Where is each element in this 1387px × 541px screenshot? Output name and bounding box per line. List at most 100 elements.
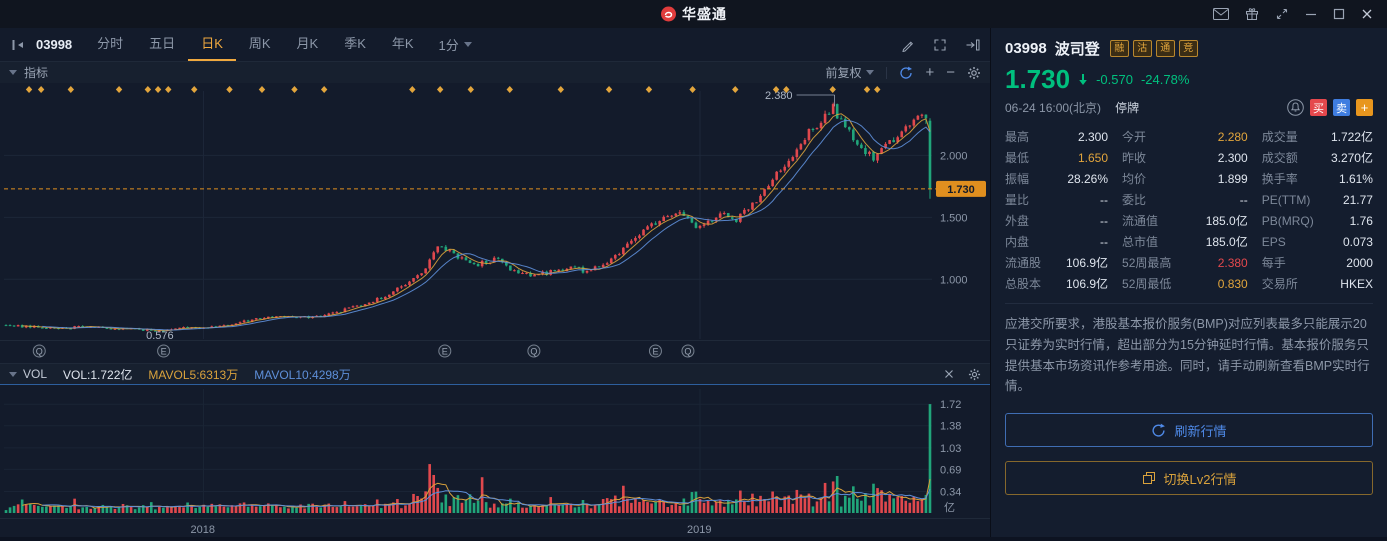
candlestick-chart[interactable]: 2.000 1.500 1.000 1.730 2.380 0.576 Q E E Q E Q — [0, 83, 990, 363]
minimize-icon[interactable] — [1305, 8, 1317, 20]
toolbar-right-icons — [901, 38, 980, 52]
svg-text:1.500: 1.500 — [940, 212, 968, 224]
main-area: 03998 分时 五日 日K 周K 月K 季K 年K 1分 — [0, 28, 1387, 537]
collapse-caret-icon[interactable] — [9, 70, 17, 75]
stat-cell-7: 振幅 28.26% — [1005, 171, 1109, 187]
stat-cell-12: PE(TTM) 21.77 — [1261, 192, 1373, 207]
draw-tool-pencil-icon[interactable] — [901, 38, 915, 52]
indicator-bar-right: 前复权 + − — [825, 64, 981, 81]
minute-period-dropdown[interactable]: 1分 — [439, 35, 472, 54]
stock-flag-badge-2: 沽 — [1132, 40, 1152, 57]
divider — [1005, 303, 1373, 304]
close-icon[interactable] — [1361, 8, 1373, 20]
svg-text:1.03: 1.03 — [940, 443, 961, 455]
time-axis-label-2019: 2019 — [687, 524, 712, 536]
sell-button[interactable]: 卖 — [1333, 99, 1350, 116]
stock-name: 波司登 — [1054, 41, 1100, 58]
zoom-out-icon[interactable]: − — [946, 63, 955, 81]
collapse-right-panel-icon[interactable] — [965, 38, 980, 52]
svg-text:2.380: 2.380 — [765, 90, 793, 102]
chevron-down-icon — [463, 42, 472, 47]
minute-period-label: 1分 — [438, 38, 459, 53]
svg-text:0.576: 0.576 — [146, 330, 174, 342]
time-axis: 2018 2019 — [0, 518, 990, 541]
volume-value: VOL:1.722亿 — [63, 367, 133, 382]
volume-pane-icons — [944, 368, 981, 381]
trade-buttons: 买卖 + — [1287, 99, 1373, 116]
promotions-gift-icon[interactable] — [1245, 7, 1259, 21]
period-tab-6[interactable]: 季K — [344, 36, 366, 51]
bmp-notice-text: 应港交所要求，港股基本报价服务(BMP)对应列表最多只能展示20只证券为实时行情… — [1005, 317, 1370, 394]
svg-text:亿: 亿 — [944, 501, 955, 514]
app-brand: 华盛通 — [660, 4, 727, 24]
svg-text:E: E — [442, 347, 448, 357]
window-controls — [1213, 7, 1387, 21]
app-logo-icon — [660, 6, 676, 22]
buy-button[interactable]: 买 — [1310, 99, 1327, 116]
svg-text:Q: Q — [684, 347, 691, 357]
stat-cell-5: 昨收 2.300 — [1122, 150, 1248, 166]
stat-cell-3: 成交量 1.722亿 — [1261, 130, 1373, 144]
svg-text:Q: Q — [36, 347, 43, 357]
volume-pane-header: VOL VOL:1.722亿 MAVOL5:6313万 MAVOL10:4298… — [0, 363, 990, 385]
price-alert-bell-icon[interactable] — [1287, 99, 1304, 116]
price-change: -0.570 — [1096, 71, 1133, 87]
price-change-percent: -24.78% — [1140, 71, 1190, 87]
stat-cell-9: 换手率 1.61% — [1261, 171, 1373, 187]
svg-text:1.38: 1.38 — [940, 421, 961, 433]
volume-settings-gear-icon[interactable] — [968, 368, 981, 381]
period-tab-2[interactable]: 五日 — [149, 36, 176, 51]
indicator-bar: 指标 前复权 + − — [0, 62, 990, 83]
adjust-type-dropdown[interactable]: 前复权 — [825, 64, 875, 81]
zoom-in-icon[interactable]: + — [925, 63, 935, 81]
mail-icon[interactable] — [1213, 8, 1229, 20]
watchlist-toggle-icon[interactable] — [10, 37, 26, 53]
chart-settings-gear-icon[interactable] — [967, 66, 981, 80]
volume-label: VOL — [23, 367, 48, 381]
stat-cell-6: 成交额 3.270亿 — [1261, 151, 1373, 165]
stock-code: 03998 — [1005, 40, 1047, 57]
period-tab-1[interactable]: 分时 — [97, 36, 124, 51]
stat-cell-15: PB(MRQ) 1.76 — [1261, 213, 1373, 228]
svg-text:Q: Q — [530, 347, 537, 357]
volume-pane-title[interactable]: VOL — [9, 367, 47, 381]
refresh-quotes-label: 刷新行情 — [1174, 423, 1227, 439]
stat-cell-19: 流通股 106.9亿 — [1005, 256, 1109, 270]
stat-cell-2: 今开 2.280 — [1122, 129, 1248, 145]
last-price: 1.730 — [1005, 64, 1071, 94]
svg-text:1.730: 1.730 — [947, 184, 975, 196]
close-volume-pane-icon[interactable] — [944, 369, 954, 379]
volume-chart[interactable]: 1.72 1.38 1.03 0.69 0.34 亿 — [0, 385, 990, 518]
switch-lv2-button[interactable]: 切换Lv2行情 — [1005, 461, 1373, 495]
maximize-icon[interactable] — [1333, 8, 1345, 20]
refresh-chart-icon[interactable] — [899, 66, 913, 80]
mavol10-value: MAVOL10:4298万 — [254, 367, 351, 382]
stat-cell-1: 最高 2.300 — [1005, 129, 1109, 145]
adjust-type-label: 前复权 — [825, 66, 862, 80]
period-tab-5[interactable]: 月K — [296, 36, 319, 51]
stat-cell-17: 总市值 185.0亿 — [1122, 235, 1248, 249]
fullscreen-expand-icon[interactable] — [933, 38, 947, 52]
price-down-arrow-icon — [1078, 73, 1088, 86]
stat-cell-10: 量比 -- — [1005, 192, 1109, 208]
layout-toggle-icon[interactable] — [1275, 7, 1289, 21]
svg-text:0.69: 0.69 — [940, 464, 961, 476]
period-tab-4[interactable]: 周K — [248, 36, 271, 51]
svg-text:1.000: 1.000 — [940, 274, 968, 286]
svg-text:1.72: 1.72 — [940, 399, 961, 411]
quote-header: 03998 波司登 融沽通竞 — [1005, 38, 1373, 59]
svg-text:E: E — [652, 347, 658, 357]
stat-cell-18: EPS 0.073 — [1261, 234, 1373, 249]
stat-cell-13: 外盘 -- — [1005, 213, 1109, 229]
svg-text:0.34: 0.34 — [940, 486, 961, 498]
collapse-caret-icon — [9, 371, 17, 377]
trading-status-badge: 停牌 — [1115, 101, 1140, 115]
add-to-watchlist-button[interactable]: + — [1356, 99, 1373, 116]
switch-lv2-label: 切换Lv2行情 — [1163, 471, 1237, 487]
period-tab-3[interactable]: 日K — [188, 28, 236, 61]
time-axis-label-2018: 2018 — [190, 524, 215, 536]
period-tab-7[interactable]: 年K — [391, 36, 414, 51]
indicator-label[interactable]: 指标 — [24, 66, 49, 80]
refresh-quotes-button[interactable]: 刷新行情 — [1005, 413, 1373, 447]
